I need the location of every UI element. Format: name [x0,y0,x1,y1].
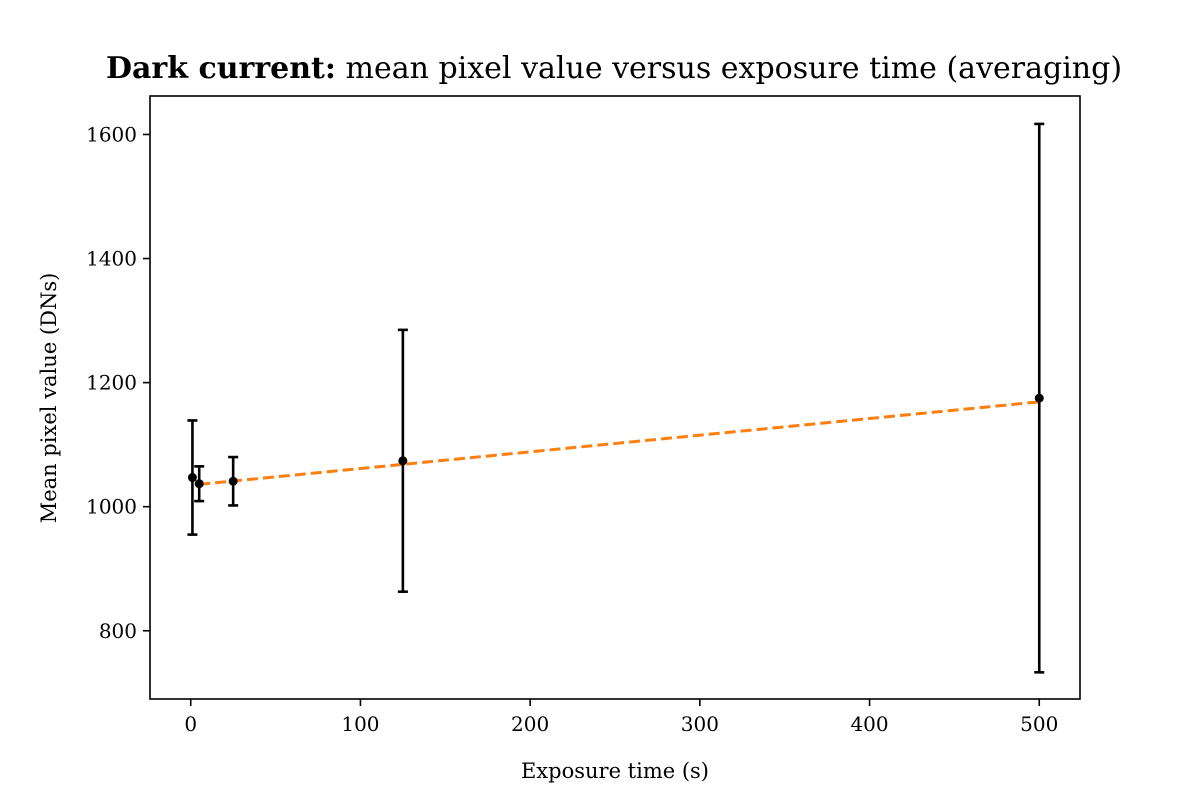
y-axis-label: Mean pixel value (DNs) [37,273,61,524]
data-point-3 [228,455,239,507]
data-point-2 [194,465,205,503]
y-tick-label: 1200 [86,371,137,395]
x-axis-ticks: 0 100 200 300 400 500 [184,699,1058,736]
chart-title-rest: mean pixel value versus exposure time (a… [336,51,1122,86]
point-marker [228,476,238,486]
chart-title: Dark current: mean pixel value versus ex… [106,51,1122,86]
point-marker [194,479,204,489]
x-tick-label: 500 [1020,712,1058,736]
plot-marks [187,122,1045,674]
y-axis-ticks: 800 1000 1200 1400 1600 [86,122,150,643]
x-axis-label: Exposure time (s) [521,759,709,783]
x-tick-label: 200 [511,712,549,736]
fit-line [199,400,1040,486]
plot-frame [149,95,1081,700]
y-tick-label: 800 [99,619,137,643]
y-tick-label: 1000 [86,495,137,519]
chart-title-bold: Dark current: [106,51,336,86]
data-point-5 [1034,122,1045,674]
data-point-1 [187,419,198,536]
x-tick-label: 300 [681,712,719,736]
point-marker [1034,393,1044,403]
x-tick-label: 100 [341,712,379,736]
data-point-4 [397,328,408,593]
y-tick-label: 1600 [86,122,137,146]
x-tick-label: 400 [850,712,888,736]
point-marker [187,473,197,483]
y-tick-label: 1400 [86,247,137,271]
point-marker [398,456,408,466]
x-tick-label: 0 [184,712,197,736]
